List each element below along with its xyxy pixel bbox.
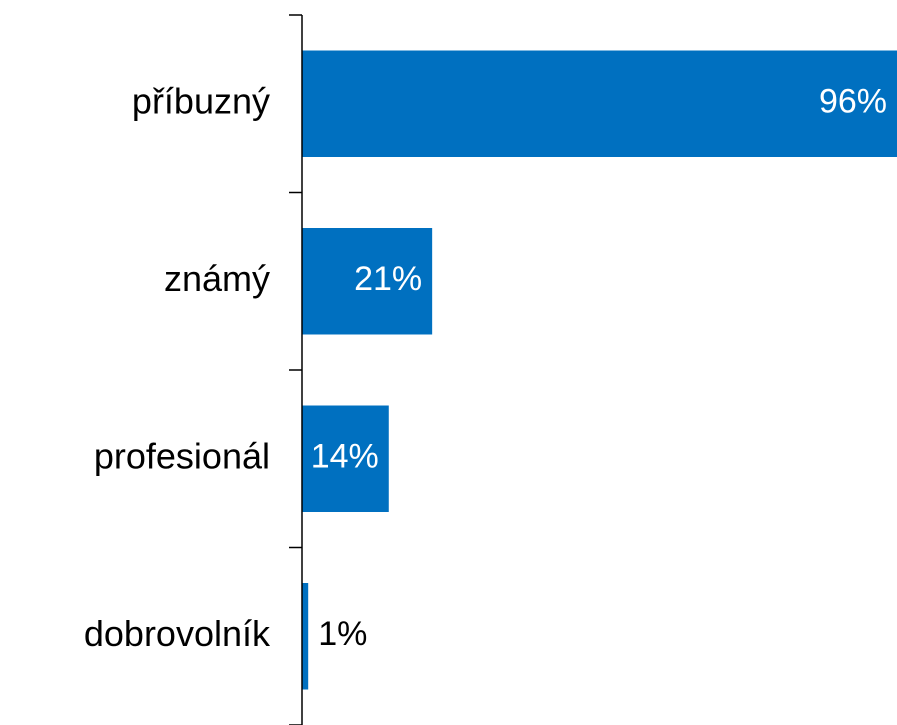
- category-label: známý: [164, 258, 270, 299]
- value-label: 1%: [318, 615, 367, 653]
- value-label: 21%: [354, 260, 422, 298]
- bar: [302, 405, 389, 512]
- bar: [302, 583, 309, 690]
- category-label: příbuzný: [132, 80, 270, 121]
- category-label: dobrovolník: [84, 613, 271, 654]
- category-label: profesionál: [94, 435, 270, 476]
- value-label: 14%: [311, 438, 379, 476]
- bar: [302, 228, 433, 335]
- value-label: 96%: [819, 83, 887, 121]
- bar: [302, 50, 897, 157]
